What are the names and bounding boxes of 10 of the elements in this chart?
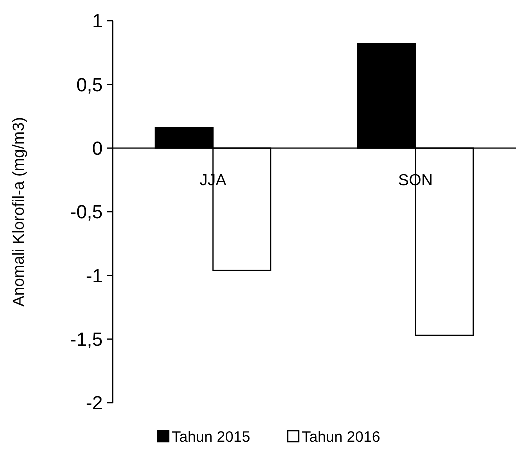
y-tick-label: -0,5 [70,202,103,224]
legend-label: Tahun 2016 [302,429,380,446]
y-axis-title: Anomali Klorofil-a (mg/m3) [11,117,28,307]
y-tick-label: -1 [86,266,103,288]
y-tick-label: 0,5 [76,75,103,96]
y-tick-label: -2 [86,394,103,415]
y-tick-label: 1 [92,12,103,33]
y-tick-label: 0 [92,138,103,160]
legend-label: Tahun 2015 [172,429,250,446]
y-tick-label: -1,5 [70,330,103,351]
